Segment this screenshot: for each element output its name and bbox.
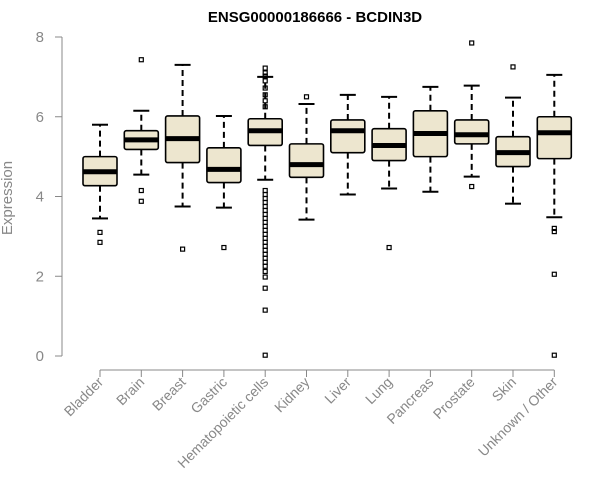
outlier-point [551, 352, 557, 358]
outlier-point [138, 198, 144, 204]
iqr-box [453, 119, 490, 145]
box-bladder [82, 123, 118, 245]
box-gastric [206, 114, 242, 251]
outlier-point [510, 64, 516, 70]
outlier-point [262, 73, 268, 79]
box-kidney [288, 94, 325, 221]
x-tick-label: Brain [113, 374, 147, 408]
outlier-point [551, 228, 557, 235]
y-tick-label: 2 [36, 268, 44, 285]
axes: 0 2 4 6 8 [36, 29, 555, 377]
outlier-point [262, 85, 268, 91]
outlier-point [551, 225, 557, 231]
box-prostate [453, 40, 490, 190]
outlier-point [138, 57, 144, 63]
y-tick-label: 6 [36, 109, 44, 126]
outlier-point [221, 244, 227, 251]
x-tick-label: Prostate [430, 374, 478, 422]
boxes [82, 40, 573, 358]
outlier-point [97, 229, 103, 235]
box-breast [164, 63, 201, 252]
y-axis-label: Expression [0, 161, 16, 235]
outlier-point [262, 274, 268, 280]
x-tick-label: Bladder [61, 374, 107, 420]
y-tick-label: 8 [36, 29, 44, 46]
box-liver [329, 93, 366, 196]
outlier-point [386, 244, 392, 251]
iqr-box [329, 119, 366, 154]
outlier-point [262, 65, 268, 71]
chart-title: ENSG00000186666 - BCDIN3D [208, 9, 422, 26]
outlier-point [469, 40, 475, 46]
x-tick-label: Skin [489, 374, 520, 405]
y-tick-label: 0 [36, 348, 44, 365]
outlier-point [262, 263, 268, 269]
outlier-point [303, 94, 310, 100]
x-tick-label: Lung [362, 374, 395, 407]
box-lung [371, 95, 407, 251]
outlier-point [262, 78, 268, 84]
y-tick-label: 4 [36, 189, 44, 206]
box-hematopoietic-cells [247, 65, 283, 358]
outlier-point [97, 239, 103, 245]
outlier-point [262, 307, 268, 313]
outlier-point [262, 352, 268, 358]
iqr-box [288, 143, 325, 179]
box-unknown-other [536, 73, 573, 358]
outlier-point [262, 92, 268, 98]
outlier-point [262, 268, 268, 275]
x-tick-label: Kidney [271, 374, 313, 416]
outlier-point [262, 285, 268, 291]
outlier-point [262, 104, 268, 110]
outlier-point [262, 98, 268, 104]
iqr-box [536, 115, 573, 160]
box-brain [123, 57, 160, 204]
outlier-point [180, 246, 186, 252]
x-tick-label: Breast [149, 374, 189, 414]
outlier-point [551, 271, 557, 277]
box-skin [495, 64, 531, 205]
box-pancreas [412, 85, 449, 193]
outlier-point [469, 183, 475, 190]
outlier-point [138, 187, 144, 194]
iqr-box [206, 147, 242, 184]
x-tick-label: Liver [321, 374, 354, 407]
outlier-point [262, 70, 268, 76]
